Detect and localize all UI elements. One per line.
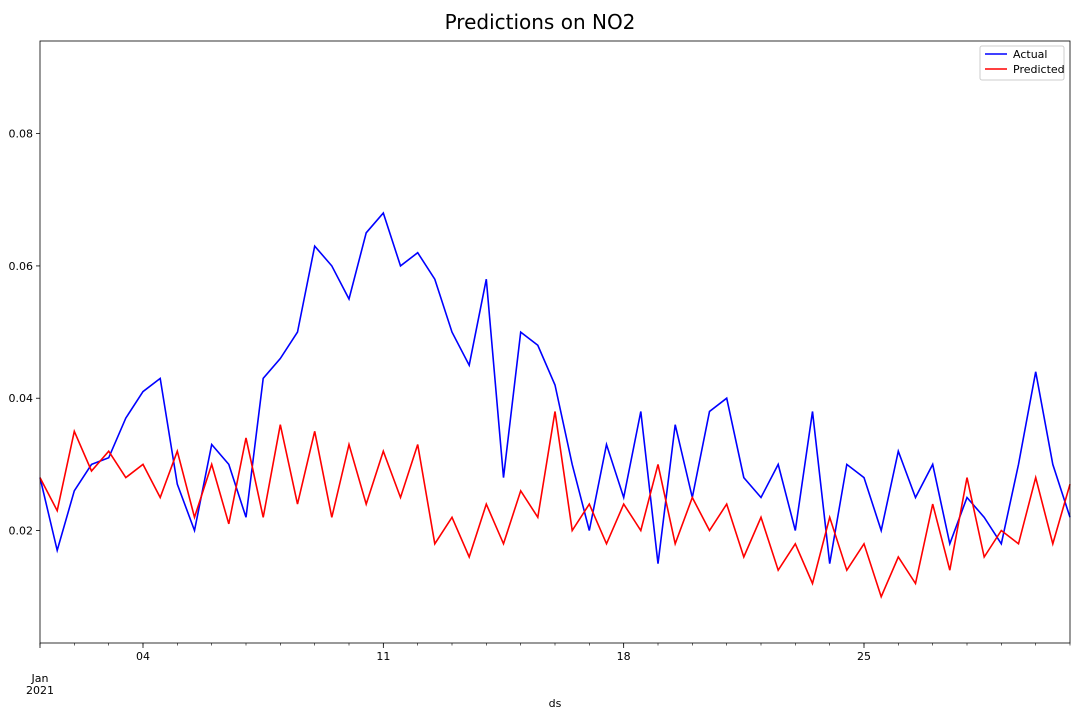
y-tick-label: 0.04 bbox=[9, 392, 34, 405]
plot-area bbox=[40, 41, 1070, 643]
x-start-year-label: 2021 bbox=[26, 684, 54, 697]
legend-label-actual: Actual bbox=[1013, 48, 1047, 61]
x-start-month-label: Jan bbox=[31, 672, 49, 685]
legend-label-predicted: Predicted bbox=[1013, 63, 1065, 76]
y-tick-label: 0.06 bbox=[9, 260, 34, 273]
y-tick-label: 0.02 bbox=[9, 525, 34, 538]
series-line-predicted bbox=[39, 411, 1071, 599]
y-tick-label: 0.08 bbox=[9, 128, 34, 141]
y-axis: 0.02 0.04 0.06 0.08 bbox=[9, 128, 40, 538]
x-tick-label: 04 bbox=[136, 650, 150, 663]
series-layer bbox=[39, 211, 1071, 599]
x-tick-label: 11 bbox=[376, 650, 390, 663]
legend: Actual Predicted bbox=[979, 45, 1065, 81]
chart-title: Predictions on NO2 bbox=[445, 10, 636, 34]
x-axis-label: ds bbox=[549, 697, 562, 710]
x-tick-label: 18 bbox=[617, 650, 631, 663]
x-tick-label: 25 bbox=[857, 650, 871, 663]
x-axis: Jan 2021 04 11 18 25 bbox=[26, 643, 1071, 697]
series-line-actual bbox=[39, 211, 1071, 564]
